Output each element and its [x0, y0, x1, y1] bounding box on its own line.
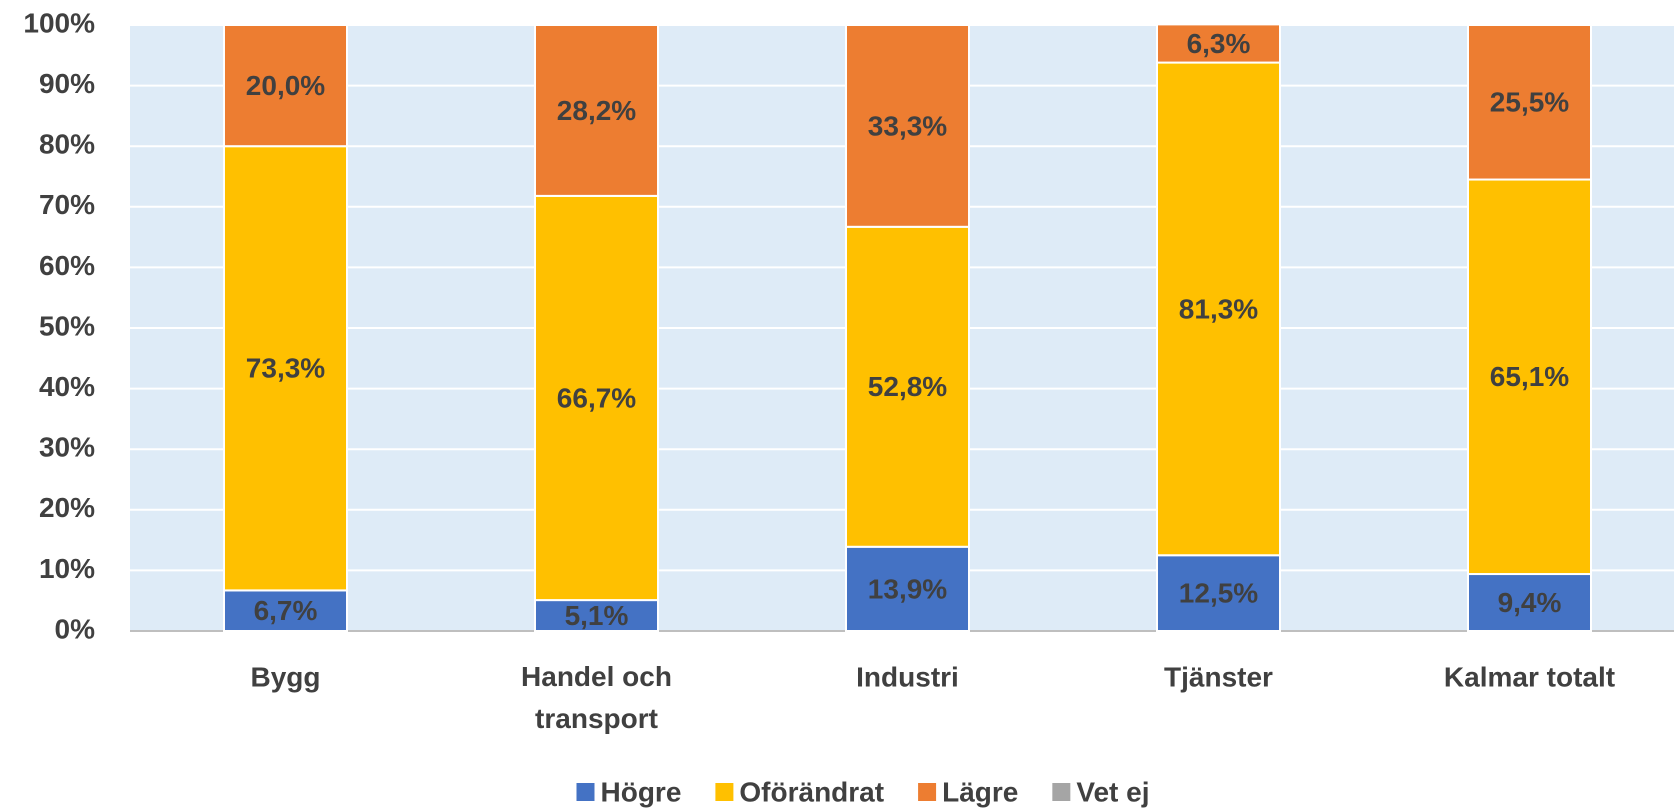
- data-label: 65,1%: [1490, 361, 1569, 392]
- bar-segment: [1156, 23, 1281, 64]
- bar-segment: [1467, 178, 1592, 576]
- bar-segment: [1156, 554, 1281, 632]
- y-tick-label: 80%: [39, 129, 95, 160]
- bar-segment: [1156, 61, 1281, 557]
- data-label: 5,1%: [565, 600, 629, 631]
- legend-swatch: [1052, 783, 1071, 801]
- data-label: 28,2%: [557, 95, 636, 126]
- legend-label: Lägre: [942, 776, 1018, 807]
- bar-segment: [534, 599, 659, 632]
- x-tick-label: Industri: [856, 661, 959, 692]
- y-tick-label: 20%: [39, 492, 95, 523]
- x-tick-label: Handel och transport: [521, 661, 672, 734]
- data-label: 12,5%: [1179, 578, 1258, 609]
- bar-segment: [845, 545, 970, 632]
- legend-swatch: [918, 783, 937, 801]
- x-tick-label: Tjänster: [1164, 661, 1273, 692]
- y-tick-label: 70%: [39, 189, 95, 220]
- data-label: 73,3%: [246, 353, 325, 384]
- y-tick-label: 90%: [39, 68, 95, 99]
- data-label: 20,0%: [246, 70, 325, 101]
- legend-swatch: [715, 783, 734, 801]
- legend-label: Oförändrat: [739, 776, 884, 807]
- y-tick-label: 100%: [23, 7, 95, 38]
- y-tick-label: 40%: [39, 371, 95, 402]
- legend-swatch: [576, 783, 595, 801]
- data-label: 33,3%: [868, 110, 947, 141]
- bar-segment: [845, 225, 970, 548]
- data-label: 13,9%: [868, 573, 947, 604]
- data-label: 66,7%: [557, 382, 636, 413]
- legend-label: Vet ej: [1076, 776, 1149, 807]
- y-tick-label: 10%: [39, 553, 95, 584]
- y-tick-label: 30%: [39, 432, 95, 463]
- bar-segment: [223, 589, 348, 633]
- x-tick-label: Kalmar totalt: [1444, 661, 1615, 692]
- y-tick-label: 0%: [55, 613, 96, 644]
- data-label: 6,7%: [254, 595, 318, 626]
- bar-segment: [223, 24, 348, 148]
- data-label: 52,8%: [868, 371, 947, 402]
- data-label: 81,3%: [1179, 293, 1258, 324]
- y-tick-label: 50%: [39, 310, 95, 341]
- bar-segment: [845, 24, 970, 228]
- legend-label: Högre: [600, 776, 681, 807]
- bar-segment: [1467, 24, 1592, 181]
- bar-segment: [1467, 573, 1592, 633]
- bar-segment: [223, 145, 348, 592]
- data-label: 6,3%: [1187, 28, 1251, 59]
- x-tick-label: Bygg: [251, 661, 321, 692]
- bar-segment: [534, 24, 659, 197]
- data-label: 9,4%: [1498, 587, 1562, 618]
- data-label: 25,5%: [1490, 87, 1569, 118]
- legend: Högre Oförändrat Lägre Vet ej: [576, 776, 1150, 807]
- bar-segment: [534, 194, 659, 602]
- y-tick-label: 60%: [39, 250, 95, 281]
